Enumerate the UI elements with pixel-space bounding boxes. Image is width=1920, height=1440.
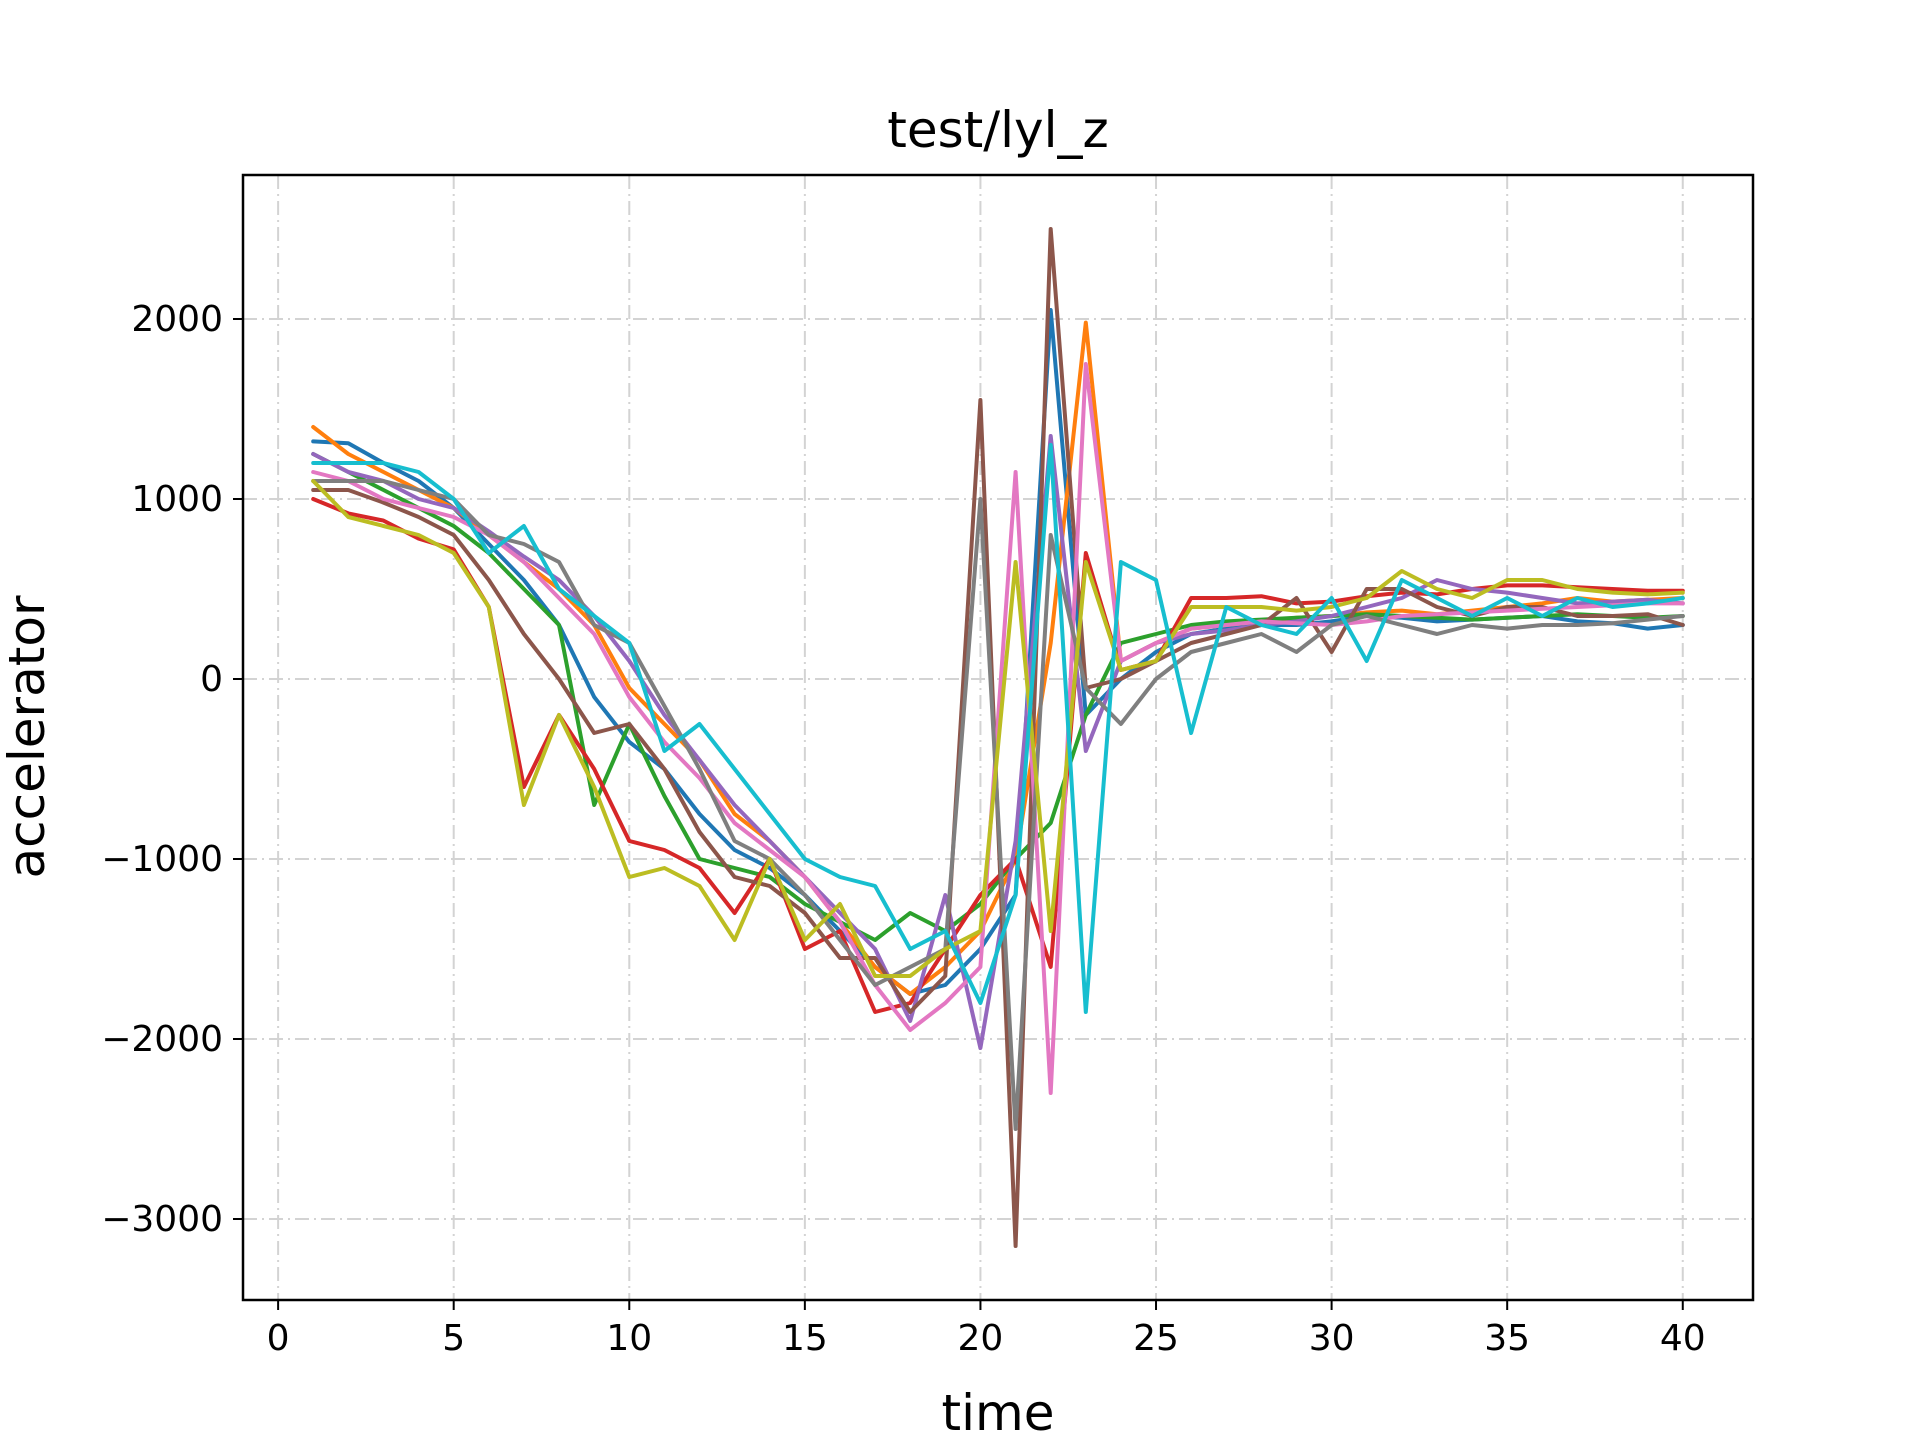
x-tick-label: 25 [1133, 1318, 1179, 1359]
y-tick-label: 2000 [131, 299, 223, 340]
x-tick-label: 5 [442, 1318, 465, 1359]
x-tick-label: 15 [782, 1318, 828, 1359]
y-tick-label: 1000 [131, 479, 223, 520]
x-tick-label: 10 [606, 1318, 652, 1359]
x-tick-label: 20 [958, 1318, 1004, 1359]
y-axis-label: accelerator [0, 595, 56, 878]
series-line-3 [311, 452, 1685, 942]
chart-title: test/lyl_z [887, 101, 1108, 159]
x-tick-label: 35 [1484, 1318, 1530, 1359]
x-tick-label: 40 [1660, 1318, 1706, 1359]
x-axis-label: time [942, 1384, 1055, 1440]
x-axis: 0 5 10 15 20 25 30 35 40 [267, 1300, 1706, 1359]
plot-frame [241, 173, 1755, 1302]
y-tick-label: −1000 [101, 839, 223, 880]
y-tick-label: −3000 [101, 1199, 223, 1240]
y-axis: −3000 −2000 −1000 0 1000 2000 [101, 299, 243, 1240]
series-line-9 [311, 479, 1685, 978]
series-line-8 [311, 479, 1685, 1131]
x-tick-label: 30 [1309, 1318, 1355, 1359]
y-tick-label: −2000 [101, 1019, 223, 1060]
x-tick-label: 0 [267, 1318, 290, 1359]
grid [243, 175, 1753, 1300]
y-tick-label: 0 [200, 659, 223, 700]
series-group [311, 227, 1685, 1248]
series-line-10 [311, 443, 1685, 1014]
series-line-7 [311, 362, 1685, 1095]
